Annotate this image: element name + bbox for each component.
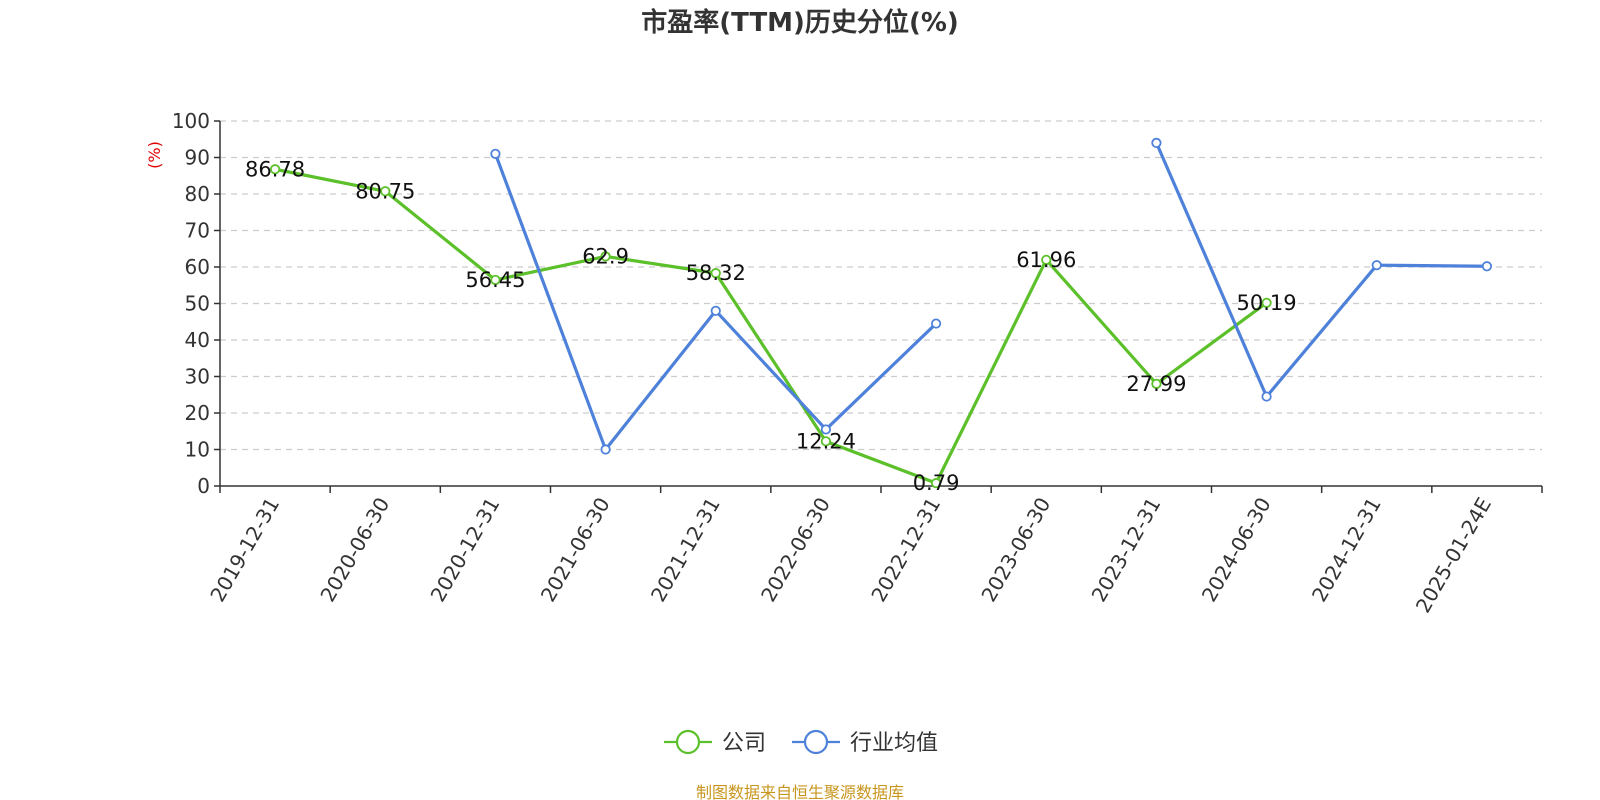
x-tick-label: 2019-12-31 xyxy=(205,493,284,606)
data-point[interactable] xyxy=(710,305,721,316)
x-tick-label: 2020-06-30 xyxy=(315,493,394,606)
x-tick-label: 2021-12-31 xyxy=(646,493,725,606)
data-point[interactable] xyxy=(490,274,501,286)
x-tick-label: 2021-06-30 xyxy=(536,493,615,606)
data-point[interactable] xyxy=(930,318,942,329)
y-tick-label: 40 xyxy=(185,328,210,352)
y-tick-label: 30 xyxy=(185,365,210,389)
x-tick-label: 2023-12-31 xyxy=(1087,493,1166,606)
series-industry-average xyxy=(490,137,1493,455)
legend-label: 公司 xyxy=(722,731,766,756)
data-point[interactable] xyxy=(1041,254,1052,265)
data-label: 56.45 xyxy=(465,268,525,292)
y-tick-label: 10 xyxy=(185,438,210,462)
y-tick-label: 90 xyxy=(185,146,210,170)
data-point[interactable] xyxy=(380,186,391,197)
legend-marker xyxy=(803,729,829,755)
x-tick-label: 2024-12-31 xyxy=(1307,493,1386,606)
series-layer xyxy=(269,137,1493,489)
data-point[interactable] xyxy=(1261,391,1272,402)
data-point[interactable] xyxy=(269,164,281,175)
y-axis-label: (%) xyxy=(145,141,164,169)
data-label: 62.9 xyxy=(582,244,629,268)
y-tick-label: 20 xyxy=(185,401,210,425)
series-company xyxy=(269,164,1272,489)
x-tick-label: 2023-06-30 xyxy=(976,493,1055,606)
source-note: 制图数据来自恒生聚源数据库 xyxy=(696,783,904,800)
data-label: 86.78 xyxy=(245,157,305,181)
data-point[interactable] xyxy=(600,444,611,455)
data-label: 50.19 xyxy=(1237,291,1297,315)
data-label: 12.24 xyxy=(796,429,856,453)
data-point[interactable] xyxy=(600,251,611,262)
data-point[interactable] xyxy=(930,478,942,489)
data-labels: 86.78 80.75 56.45 62.9 58.32 12.24 0.79 61.96 27… xyxy=(245,157,1297,495)
data-point[interactable] xyxy=(490,148,501,159)
legend-label: 行业均值 xyxy=(850,731,938,756)
grid xyxy=(220,120,1542,451)
data-label: 80.75 xyxy=(355,179,415,203)
x-tick-label: 2022-06-30 xyxy=(756,493,835,606)
data-point[interactable] xyxy=(1151,137,1162,148)
series-line xyxy=(493,153,938,452)
legend-marker xyxy=(675,729,701,755)
data-point[interactable] xyxy=(1261,297,1272,308)
legend-item-company[interactable]: 公司 xyxy=(664,729,766,756)
y-tick-label: 100 xyxy=(172,109,210,133)
data-label: 61.96 xyxy=(1016,248,1076,272)
data-label: 0.79 xyxy=(913,471,960,495)
x-tick-label: 2024-06-30 xyxy=(1197,493,1276,606)
y-tick-label: 80 xyxy=(185,182,210,206)
series-line xyxy=(274,167,1268,485)
legend[interactable]: 公司 行业均值 xyxy=(664,729,938,756)
data-point[interactable] xyxy=(1371,260,1382,271)
data-point[interactable] xyxy=(710,268,721,279)
y-tick-label: 50 xyxy=(185,292,210,316)
y-tick-label: 0 xyxy=(197,474,210,498)
data-point[interactable] xyxy=(820,436,832,447)
data-point[interactable] xyxy=(1481,261,1493,272)
y-tick-label: 60 xyxy=(185,255,210,279)
x-tick-label: 2020-12-31 xyxy=(426,493,505,606)
data-point[interactable] xyxy=(1151,378,1162,389)
data-label: 27.99 xyxy=(1126,372,1186,396)
legend-item-industry-average[interactable]: 行业均值 xyxy=(792,729,938,756)
data-point[interactable] xyxy=(820,424,832,435)
x-tick-label: 2022-12-31 xyxy=(866,493,945,606)
chart-title: 市盈率(TTM)历史分位(%) xyxy=(641,7,959,38)
x-tick-label: 2025-01-24E xyxy=(1411,493,1496,617)
series-line xyxy=(1154,142,1487,399)
y-tick-label: 70 xyxy=(185,219,210,243)
data-label: 58.32 xyxy=(686,261,746,285)
